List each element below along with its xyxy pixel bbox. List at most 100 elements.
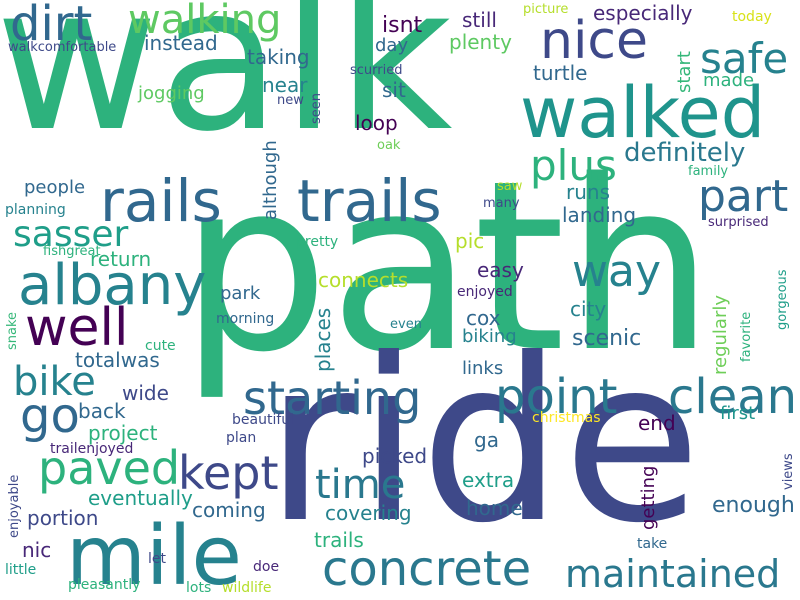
word-plus: plus xyxy=(530,141,617,190)
word-day: day xyxy=(375,35,409,56)
word-oak: seen xyxy=(309,92,324,124)
word-walked: walked xyxy=(520,72,766,154)
word-nice: nice xyxy=(540,11,648,71)
word-saw: oak xyxy=(377,138,401,153)
word-park: park xyxy=(220,283,261,304)
word-way: way xyxy=(572,246,661,297)
word-wide: wide xyxy=(122,381,169,405)
word-many: saw xyxy=(497,179,523,194)
word-today: today xyxy=(732,9,772,25)
word-picture: picture xyxy=(523,2,569,17)
word-maintained: maintained xyxy=(565,552,781,596)
word-easy: easy xyxy=(477,258,524,282)
word-links: links xyxy=(462,358,504,379)
word-favorite: favorite xyxy=(739,311,754,362)
word-ga: ga xyxy=(474,428,499,452)
word-let: let xyxy=(148,551,166,567)
word-wildlife: wildlife xyxy=(222,580,272,596)
word-people: people xyxy=(24,177,86,198)
word-portion: portion xyxy=(27,506,99,530)
word-seen: fishgreat xyxy=(43,244,101,259)
word-home: home xyxy=(466,496,523,520)
word-instead: instead xyxy=(144,31,218,55)
word-trailenjoyed: trailenjoyed xyxy=(50,441,134,457)
word-ride: ride xyxy=(265,311,702,573)
word-walking: walking xyxy=(128,0,282,43)
word-rails: rails xyxy=(100,167,222,235)
word-point: point xyxy=(495,369,618,425)
word-extra: extra xyxy=(462,468,515,492)
word-lots: lots xyxy=(186,580,212,596)
word-new: new xyxy=(277,93,304,108)
word-connects: connects xyxy=(318,268,409,292)
word-beautiful: beautiful xyxy=(232,412,295,428)
word-christmas: christmas xyxy=(532,410,601,426)
word-back: back xyxy=(78,399,126,423)
word-end: end xyxy=(638,411,676,435)
word-enjoyable: enjoyable xyxy=(7,474,22,538)
word-dirt: dirt xyxy=(10,0,93,52)
word-first: first xyxy=(720,403,756,424)
word-return: return xyxy=(90,247,152,271)
word-fishgreat: planning xyxy=(5,202,66,218)
word-loop: loop xyxy=(355,111,398,135)
word-start: start xyxy=(674,51,695,93)
word-plan: plan xyxy=(226,430,257,446)
word-go: go xyxy=(20,388,80,444)
word-kept: kept xyxy=(178,446,279,500)
word-take: take xyxy=(637,536,668,552)
word-jogging: jogging xyxy=(138,83,205,104)
word-especially: especially xyxy=(593,1,693,25)
word-sasser: sasser xyxy=(13,214,129,255)
word-picked: picked xyxy=(362,444,428,468)
word-although: although xyxy=(260,140,281,220)
word-part: part xyxy=(698,171,789,222)
word-still: still xyxy=(462,8,497,32)
word-pic: pic xyxy=(455,229,485,253)
word-little: little xyxy=(5,562,37,578)
word-coming: coming xyxy=(192,498,266,522)
word-eventually: eventually xyxy=(88,486,193,510)
word-time: time xyxy=(315,462,406,508)
word-taking: taking xyxy=(247,45,310,69)
word-path: path xyxy=(180,131,715,404)
word-planning: surprised xyxy=(708,215,769,230)
word-pleasantly: pleasantly xyxy=(68,577,141,593)
word-well: well xyxy=(25,298,129,358)
word-cox: cox xyxy=(466,306,501,330)
word-totalwas: totalwas xyxy=(75,348,160,372)
word-near: near xyxy=(262,73,308,97)
word-turtle: turtle xyxy=(533,61,588,85)
word-trails: trails xyxy=(297,167,442,235)
word-project: project xyxy=(88,421,158,445)
word-gorgeous: gorgeous xyxy=(775,269,790,330)
word-nic: nic xyxy=(22,538,52,562)
word-plenty: plenty xyxy=(449,30,512,54)
word-enjoyed: enjoyed xyxy=(457,284,513,300)
word-places: places xyxy=(311,307,335,372)
word-made: made xyxy=(703,70,755,91)
word-even: even xyxy=(390,317,422,332)
word-trails-small: trails xyxy=(314,528,364,552)
word-morning: morning xyxy=(216,311,275,327)
word-albany: albany xyxy=(18,253,207,318)
word-family: many xyxy=(483,196,520,211)
word-cute: cute xyxy=(145,338,176,354)
word-landing: landing xyxy=(562,203,637,227)
word-starting: starting xyxy=(243,371,422,425)
word-snake: snake xyxy=(5,311,20,350)
word-bike: bike xyxy=(13,359,96,405)
word-safe: safe xyxy=(700,34,789,83)
word-definitely: definitely xyxy=(624,138,746,168)
word-city: city xyxy=(570,297,607,321)
word-getting: getting xyxy=(638,465,659,530)
word-surprised: family xyxy=(688,164,729,179)
word-scenic: scenic xyxy=(572,326,642,351)
word-concrete: concrete xyxy=(322,541,532,597)
word-regularly: regularly xyxy=(710,295,731,375)
word-scurried: scurried xyxy=(350,63,403,78)
word-covering: covering xyxy=(325,501,412,525)
word-paved: paved xyxy=(38,441,181,495)
word-doe: doe xyxy=(253,559,280,575)
